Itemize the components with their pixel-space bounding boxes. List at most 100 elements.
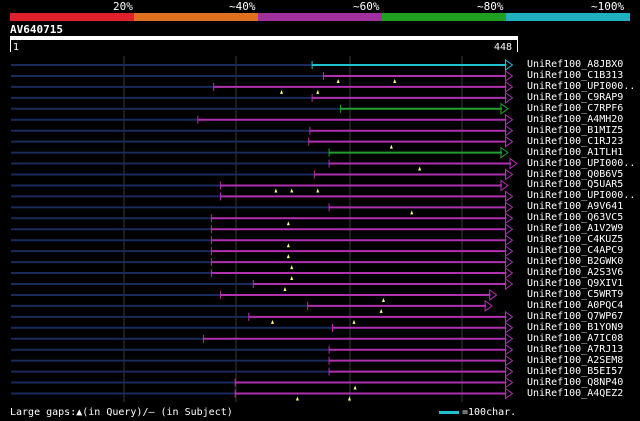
hit-label-link[interactable]: UniRef100_A1TLH1 — [527, 146, 624, 158]
scale-segment — [506, 13, 630, 21]
hit-row — [11, 223, 514, 236]
alignment-end-arrow — [504, 387, 514, 400]
query-gap-marker — [274, 188, 278, 193]
hit-row — [11, 157, 518, 171]
alignment-end-arrow — [504, 365, 514, 378]
hit-row — [11, 59, 514, 71]
hit-label-link[interactable]: UniRef100_B2GWK0 — [527, 256, 624, 268]
hit-label-link[interactable]: UniRef100_C4KUZ5 — [527, 234, 624, 246]
hit-label-link[interactable]: UniRef100_B1YON9 — [527, 321, 624, 333]
scale-segment — [382, 13, 506, 21]
scale-label-60: ~60% — [353, 0, 380, 13]
gaps-legend: Large gaps:▲(in Query)/– (in Subject) — [10, 407, 233, 418]
alignment-end-arrow — [504, 223, 514, 236]
scale-legend-text: =100char. — [462, 407, 517, 418]
alignment-end-arrow — [504, 332, 514, 345]
query-gap-marker — [316, 188, 320, 193]
alignment-end-arrow — [500, 102, 509, 115]
hit-label-link[interactable]: UniRef100_C7RPF6 — [527, 102, 624, 114]
alignment-end-arrow — [504, 168, 514, 181]
alignment-end-arrow — [504, 343, 514, 356]
hit-row — [11, 267, 514, 281]
hit-label-link[interactable]: UniRef100_Q0B6V5 — [527, 168, 624, 180]
hit-label-link[interactable]: UniRef100_UPI000.. — [527, 190, 636, 202]
scale-segment — [10, 13, 134, 21]
alignment-end-arrow — [504, 201, 514, 214]
hit-label-link[interactable]: UniRef100_A4QEZ2 — [527, 387, 624, 399]
hit-label-link[interactable]: UniRef100_Q5UAR5 — [527, 179, 624, 191]
alignment-end-arrow — [504, 321, 514, 334]
alignment-end-arrow — [504, 113, 514, 126]
query-gap-marker — [295, 396, 299, 401]
alignment-end-arrow — [509, 157, 518, 170]
scale-legend-line — [439, 411, 459, 414]
query-end-tick — [517, 40, 518, 52]
query-gap-marker — [353, 385, 357, 390]
hit-label-link[interactable]: UniRef100_C1RJ23 — [527, 135, 624, 147]
hit-row — [11, 124, 514, 137]
query-gap-marker — [290, 276, 294, 281]
alignment-end-arrow — [500, 179, 509, 192]
alignment-end-arrow — [504, 234, 514, 247]
scale-label-80: ~80% — [477, 0, 504, 13]
hit-label-link[interactable]: UniRef100_Q9XIV1 — [527, 278, 624, 289]
hit-label-link[interactable]: UniRef100_A7IC08 — [527, 332, 624, 344]
query-gap-marker — [290, 188, 294, 193]
hit-row — [11, 278, 514, 291]
hit-row — [11, 376, 514, 390]
hit-label-link[interactable]: UniRef100_C4APC9 — [527, 245, 624, 257]
alignment-end-arrow — [504, 267, 514, 280]
hit-label-link[interactable]: UniRef100_Q63VC5 — [527, 212, 624, 224]
hit-label-link[interactable]: UniRef100_B5EI57 — [527, 365, 624, 377]
alignment-end-arrow — [504, 135, 514, 148]
hit-label-link[interactable]: UniRef100_UPI000.. — [527, 157, 636, 169]
hit-label-link[interactable]: UniRef100_Q7WP67 — [527, 310, 624, 322]
query-gap-marker — [280, 89, 284, 94]
alignment-end-arrow — [504, 190, 514, 203]
hit-label-link[interactable]: UniRef100_C9RAP9 — [527, 91, 624, 103]
hit-label-link[interactable]: UniRef100_A1V2W9 — [527, 223, 624, 235]
hit-row — [11, 256, 514, 270]
query-gap-marker — [270, 319, 274, 324]
hit-label-link[interactable]: UniRef100_UPI000.. — [527, 80, 636, 92]
hit-label-link[interactable]: UniRef100_A0PQC4 — [527, 299, 624, 311]
query-gap-marker — [283, 287, 287, 291]
query-gap-marker — [389, 144, 393, 149]
hit-row — [11, 343, 514, 356]
hit-label-link[interactable]: UniRef100_B1MIZ5 — [527, 124, 624, 136]
alignment-end-arrow — [500, 146, 509, 159]
alignment-end-arrow — [504, 91, 514, 104]
hit-row — [11, 321, 514, 334]
query-gap-marker — [379, 308, 383, 313]
alignment-end-arrow — [504, 376, 514, 389]
alignment-end-arrow — [504, 256, 514, 269]
alignment-end-arrow — [504, 59, 514, 71]
hit-label-link[interactable]: UniRef100_C5WRT9 — [527, 288, 624, 300]
hit-row — [11, 212, 514, 226]
hit-label-link[interactable]: UniRef100_A9V641 — [527, 201, 624, 213]
alignment-end-arrow — [504, 310, 514, 323]
query-gap-marker — [316, 89, 320, 94]
query-gap-marker — [418, 166, 422, 171]
hit-label-link[interactable]: UniRef100_C1B313 — [527, 69, 624, 81]
hit-label-link[interactable]: UniRef100_A8JBX0 — [527, 59, 624, 70]
hit-label-link[interactable]: UniRef100_A2SEM8 — [527, 354, 624, 366]
query-gap-marker — [410, 210, 414, 215]
hit-label-link[interactable]: UniRef100_A4MH20 — [527, 113, 624, 125]
query-gap-marker — [352, 319, 356, 324]
identity-scale-bar — [10, 13, 630, 21]
scale-label-20: 20% — [113, 0, 133, 13]
hit-row — [11, 102, 509, 115]
hit-label-link[interactable]: UniRef100_A7RJ13 — [527, 343, 624, 355]
hit-row — [11, 113, 514, 126]
query-gap-marker — [381, 297, 385, 302]
query-id: AV640715 — [10, 23, 63, 36]
hit-row — [11, 69, 514, 83]
hit-label-link[interactable]: UniRef100_Q8NP40 — [527, 376, 624, 388]
hit-label-link[interactable]: UniRef100_A2S3V6 — [527, 267, 624, 279]
alignment-end-arrow — [484, 299, 493, 312]
alignment-end-arrow — [504, 278, 514, 290]
hit-row — [11, 245, 514, 259]
hit-row — [11, 387, 514, 401]
